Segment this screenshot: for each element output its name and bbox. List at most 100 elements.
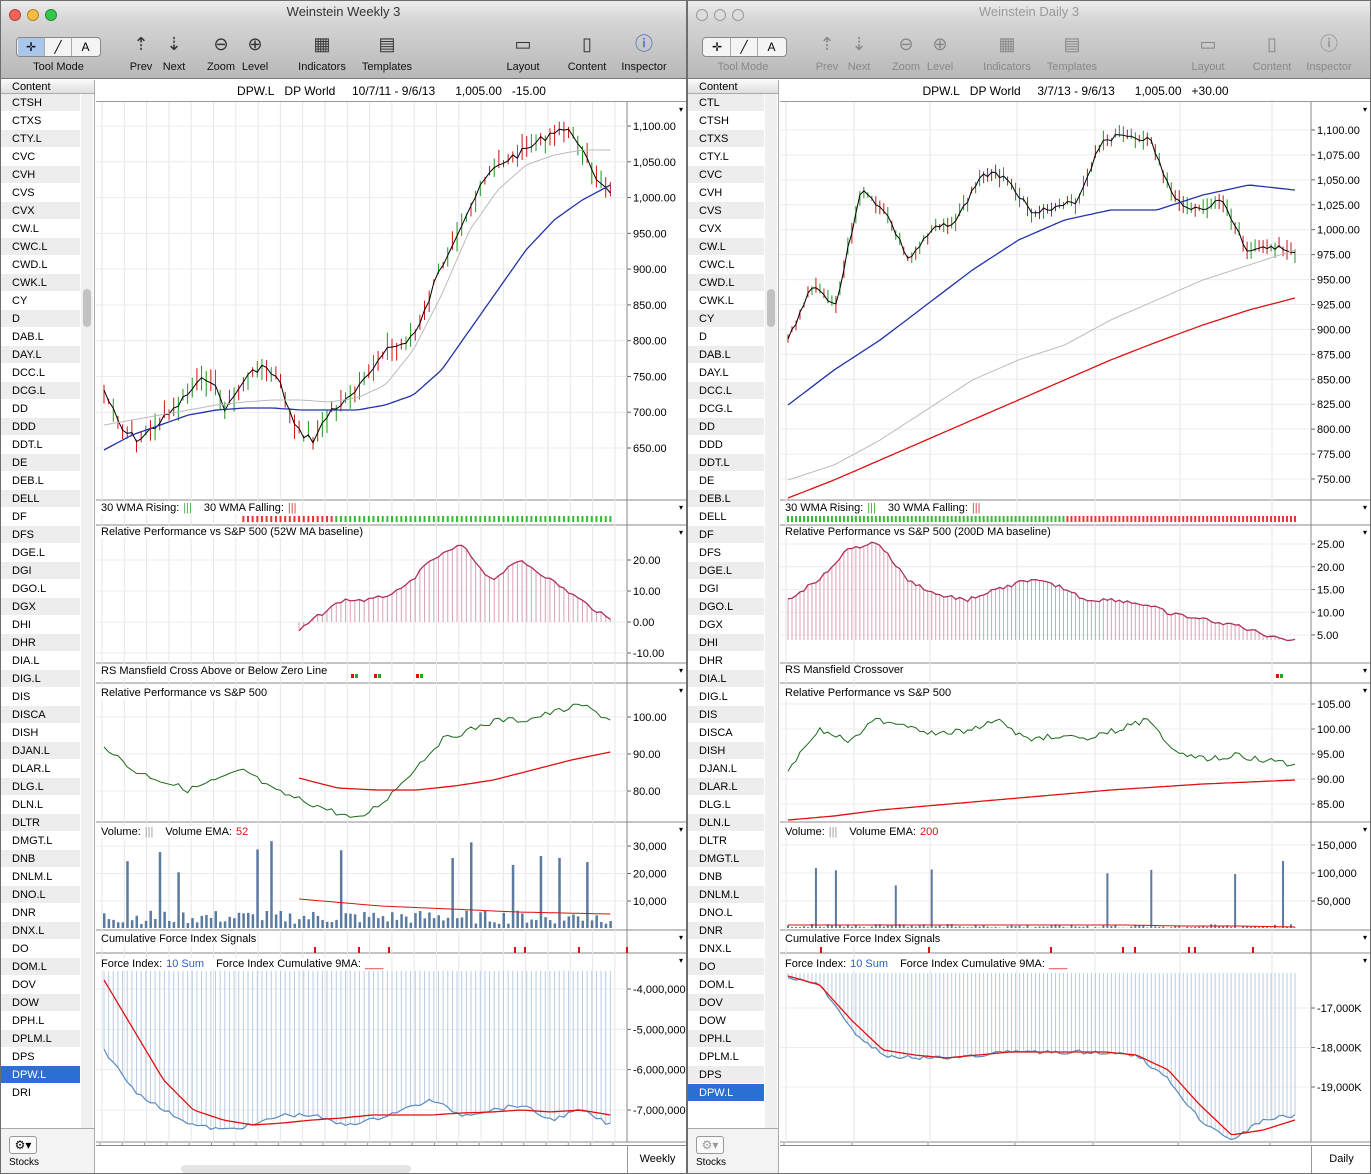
list-item[interactable]: CWK.L [688, 292, 764, 310]
content-button[interactable]: ▯ Content [1247, 23, 1297, 79]
list-item[interactable]: DLAR.L [688, 778, 764, 796]
list-item[interactable]: DIA.L [1, 652, 80, 670]
list-item[interactable]: DEB.L [1, 472, 80, 490]
close-button[interactable] [696, 9, 708, 21]
list-item[interactable]: DHI [688, 634, 764, 652]
list-item[interactable]: DGI [1, 562, 80, 580]
list-item[interactable]: DGX [1, 598, 80, 616]
list-item[interactable]: CTY.L [1, 130, 80, 148]
period-selector[interactable]: Daily [1311, 1145, 1370, 1173]
list-item[interactable]: DFS [688, 544, 764, 562]
list-item[interactable]: DDD [688, 436, 764, 454]
list-item[interactable]: DAB.L [688, 346, 764, 364]
list-item[interactable]: DAY.L [688, 364, 764, 382]
list-item[interactable]: DGE.L [688, 562, 764, 580]
list-item[interactable]: DOM.L [1, 958, 80, 976]
list-item[interactable]: CW.L [1, 220, 80, 238]
sidebar-scrollbar[interactable] [81, 94, 93, 1128]
list-item[interactable]: DRI [1, 1084, 80, 1102]
list-item[interactable]: DHR [1, 634, 80, 652]
list-item[interactable]: DNB [1, 850, 80, 868]
list-item[interactable]: CVH [688, 184, 764, 202]
prev-button[interactable]: ⇡ Prev [812, 23, 842, 79]
list-item[interactable]: DAY.L [1, 346, 80, 364]
list-item[interactable]: DCC.L [688, 382, 764, 400]
list-item[interactable]: DJAN.L [1, 742, 80, 760]
indicators-button[interactable]: ▦ Indicators [976, 23, 1038, 79]
zoom-window-button[interactable] [45, 9, 57, 21]
list-item[interactable]: CW.L [688, 238, 764, 256]
list-item[interactable]: CWC.L [1, 238, 80, 256]
list-item[interactable]: CVH [1, 166, 80, 184]
list-item[interactable]: D [688, 328, 764, 346]
list-item[interactable]: DLN.L [1, 796, 80, 814]
list-item[interactable]: DPS [1, 1048, 80, 1066]
line-icon[interactable]: ╱ [45, 38, 72, 56]
sidebar-scrollbar[interactable] [765, 94, 777, 1128]
list-item[interactable]: CTSH [688, 112, 764, 130]
list-item[interactable]: CTXS [1, 112, 80, 130]
list-item[interactable]: DNX.L [1, 922, 80, 940]
inspector-button[interactable]: ⓘ Inspector [615, 23, 673, 79]
next-button[interactable]: ⇣ Next [843, 23, 875, 79]
zoom-out-button[interactable]: ⊖ Zoom [204, 23, 238, 79]
zoom-out-button[interactable]: ⊖ Zoom [889, 23, 923, 79]
list-item[interactable]: CWD.L [688, 274, 764, 292]
list-item[interactable]: DE [688, 472, 764, 490]
list-item[interactable]: DLN.L [688, 814, 764, 832]
list-item[interactable]: DIS [688, 706, 764, 724]
list-item[interactable]: DDT.L [1, 436, 80, 454]
list-item[interactable]: DF [1, 508, 80, 526]
list-item[interactable]: DIA.L [688, 670, 764, 688]
list-item[interactable]: DNLM.L [1, 868, 80, 886]
list-item[interactable]: CVC [1, 148, 80, 166]
horizontal-scrollbar[interactable] [181, 1165, 411, 1173]
list-item[interactable]: DOM.L [688, 976, 764, 994]
line-icon[interactable]: ╱ [731, 38, 758, 56]
list-item[interactable]: DIS [1, 688, 80, 706]
list-item[interactable]: DGE.L [1, 544, 80, 562]
text-tool-icon[interactable]: A [767, 40, 776, 54]
list-item[interactable]: DDT.L [688, 454, 764, 472]
list-item[interactable]: DOV [1, 976, 80, 994]
list-item[interactable]: DNLM.L [688, 886, 764, 904]
list-item[interactable]: CVC [688, 166, 764, 184]
list-item[interactable]: CWC.L [688, 256, 764, 274]
symbol-list[interactable]: CTL CTSH CTXS CTY.L CVC CVH CVS CVX CW.L CWC.L CWD… [688, 94, 764, 1128]
list-item[interactable]: D [1, 310, 80, 328]
chart-area[interactable]: DPW.L DP World 10/7/11 - 9/6/13 1,005.00… [96, 80, 686, 1173]
list-item[interactable]: DLTR [688, 832, 764, 850]
inspector-button[interactable]: ⓘ Inspector [1300, 23, 1358, 79]
text-tool-icon[interactable]: A [81, 40, 90, 54]
list-item[interactable]: DNR [1, 904, 80, 922]
templates-button[interactable]: ▤ Templates [356, 23, 418, 79]
list-item[interactable]: CTSH [1, 94, 80, 112]
list-item[interactable]: DOW [1, 994, 80, 1012]
gear-icon[interactable]: ⚙▾ [696, 1136, 724, 1154]
list-item[interactable]: DNX.L [688, 940, 764, 958]
list-item[interactable]: CVX [688, 220, 764, 238]
crosshair-icon[interactable]: ✛ [704, 38, 731, 56]
list-item[interactable]: DGO.L [1, 580, 80, 598]
list-item[interactable]: DELL [1, 490, 80, 508]
list-item[interactable]: DMGT.L [688, 850, 764, 868]
list-item[interactable]: DNO.L [1, 886, 80, 904]
list-item[interactable]: DOV [688, 994, 764, 1012]
list-item[interactable]: DE [1, 454, 80, 472]
tool-mode-control[interactable]: ✛ ╱ A [16, 37, 101, 57]
list-item[interactable]: DPH.L [688, 1030, 764, 1048]
list-item[interactable]: CVS [688, 202, 764, 220]
list-item[interactable]: DJAN.L [688, 760, 764, 778]
scroll-thumb[interactable] [767, 289, 775, 327]
list-item[interactable]: DIG.L [1, 670, 80, 688]
layout-button[interactable]: ▭ Layout [499, 23, 547, 79]
sidebar-header[interactable]: Content [688, 80, 778, 94]
list-item[interactable]: DEB.L [688, 490, 764, 508]
window-titlebar[interactable]: Weinstein Daily 3 [688, 1, 1370, 23]
list-item[interactable]: DPLM.L [1, 1030, 80, 1048]
layout-button[interactable]: ▭ Layout [1184, 23, 1232, 79]
list-item[interactable]: DISH [1, 724, 80, 742]
zoom-in-button[interactable]: ⊕ Level [923, 23, 957, 79]
symbol-list[interactable]: CTSH CTXS CTY.L CVC CVH CVS CVX CW.L CWC.L CWD.L C… [1, 94, 80, 1128]
list-item[interactable]: CY [688, 310, 764, 328]
